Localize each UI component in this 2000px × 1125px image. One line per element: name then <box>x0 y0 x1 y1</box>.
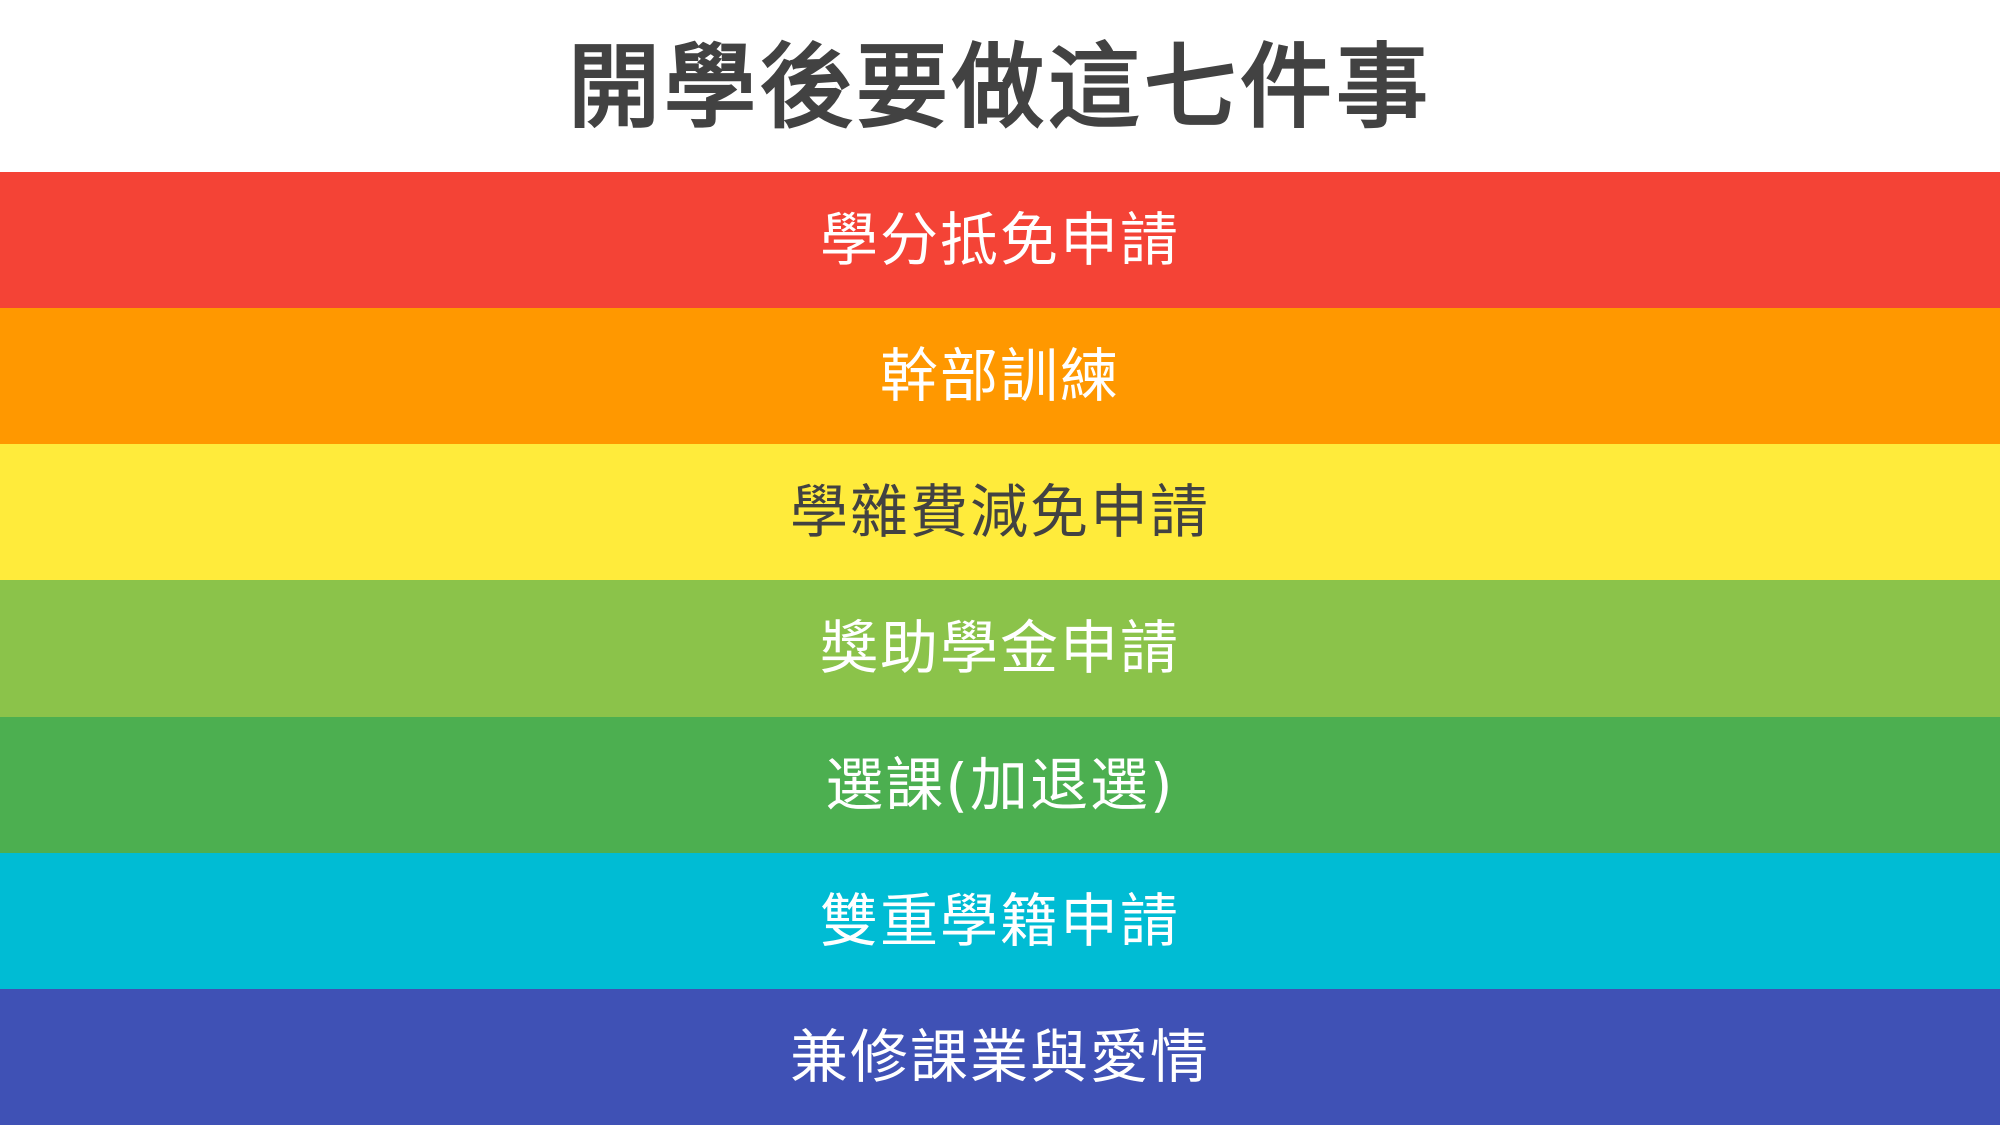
list-item-label: 幹部訓練 <box>879 342 1120 411</box>
header: 開學後要做這七件事 <box>0 0 2000 172</box>
list-item-label: 學雜費減免申請 <box>789 478 1210 547</box>
list-item-5: 選課(加退選) <box>0 716 2000 853</box>
list-item-label: 兼修課業與愛情 <box>789 1022 1210 1091</box>
list-item-7: 兼修課業與愛情 <box>0 988 2000 1125</box>
list-item-label: 獎助學金申請 <box>819 614 1180 683</box>
list-item-4: 獎助學金申請 <box>0 580 2000 717</box>
list-item-6: 雙重學籍申請 <box>0 852 2000 989</box>
page-title: 開學後要做這七件事 <box>567 34 1432 141</box>
list-item-label: 選課(加退選) <box>825 750 1175 819</box>
list-item-label: 雙重學籍申請 <box>819 886 1180 955</box>
item-list: 學分抵免申請 幹部訓練 學雜費減免申請 獎助學金申請 選課(加退選) 雙重學籍申… <box>0 172 2000 1125</box>
list-item-3: 學雜費減免申請 <box>0 444 2000 581</box>
list-item-2: 幹部訓練 <box>0 308 2000 445</box>
list-item-label: 學分抵免申請 <box>819 206 1180 275</box>
list-item-1: 學分抵免申請 <box>0 172 2000 309</box>
